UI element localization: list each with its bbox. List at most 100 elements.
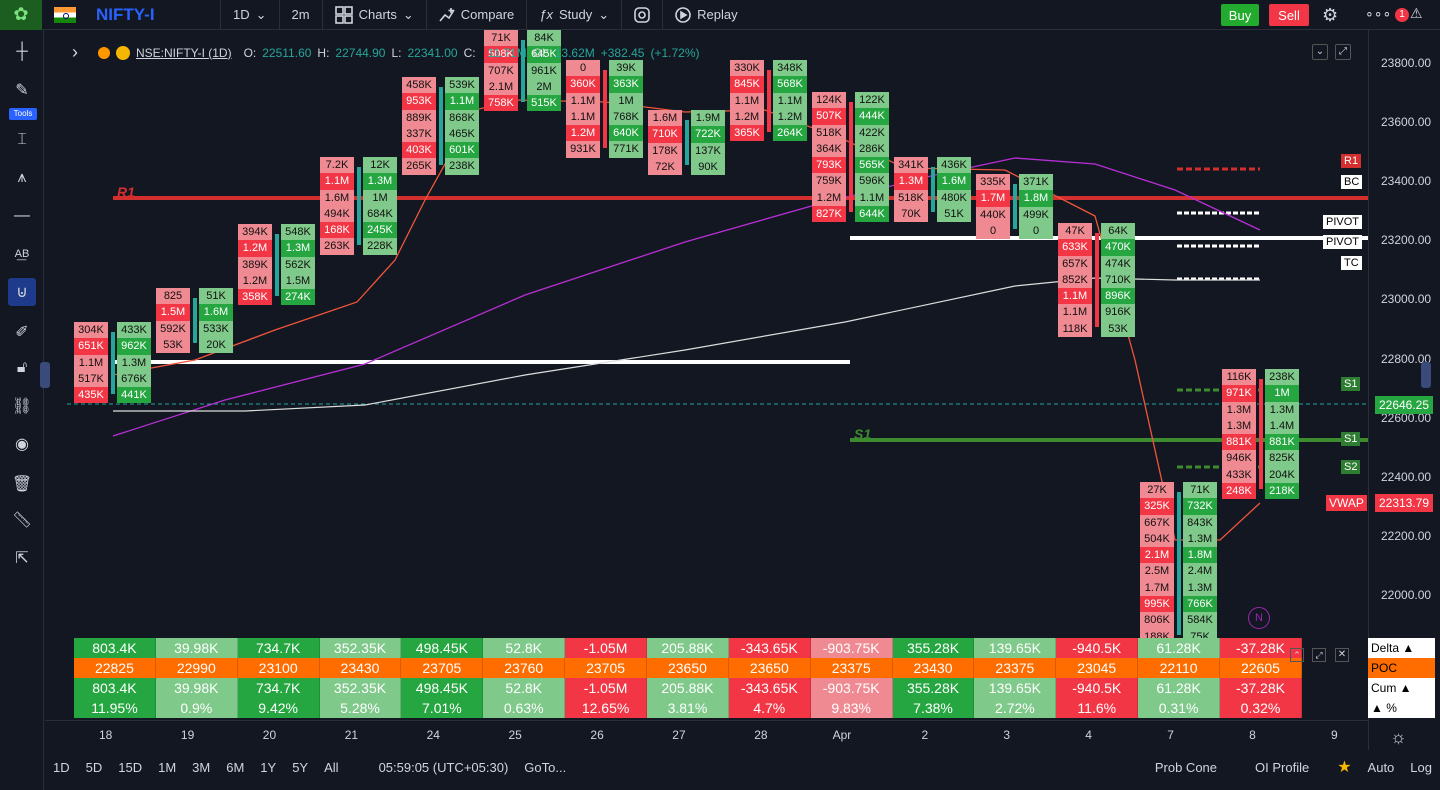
- summary-cell: -37.28K: [1220, 638, 1302, 658]
- footprint-cell: 265K: [402, 158, 436, 175]
- footprint-cell: 515K: [527, 95, 561, 112]
- footprint-cell: 793K: [812, 157, 846, 174]
- candle-body: [685, 120, 689, 166]
- time-tick-label: 8: [1249, 728, 1256, 742]
- summary-expand-icon[interactable]: ⤢: [1312, 648, 1326, 662]
- cursor-icon[interactable]: ⇱: [15, 550, 29, 567]
- summary-cell: 23650: [647, 658, 729, 678]
- ruler-icon[interactable]: 📏︎: [11, 512, 33, 529]
- auto-scale-button[interactable]: Auto: [1367, 759, 1395, 775]
- summary-cell: 23375: [974, 658, 1057, 678]
- footprint-cell: 825K: [1265, 450, 1299, 467]
- footprint-cell: 507K: [812, 108, 846, 125]
- range-button-1y[interactable]: 1Y: [260, 759, 277, 775]
- footprint-cell: 264K: [773, 125, 807, 142]
- poc-row: 22825 22990 23100 23430 23705 23760 23705 23650…: [74, 658, 1302, 678]
- price-axis[interactable]: 23800.00 23600.00 23400.00 23200.00 23000.00…: [1368, 30, 1440, 750]
- prob-cone-button[interactable]: Prob Cone: [1154, 759, 1218, 775]
- summary-cell: 23430: [892, 658, 975, 678]
- footprint-cell: 1.1M: [320, 173, 354, 190]
- range-button-1m[interactable]: 1M: [158, 759, 177, 775]
- summary-cell: -1.05M: [565, 678, 648, 698]
- eye-icon[interactable]: ◉: [15, 436, 29, 453]
- range-button-6m[interactable]: 6M: [226, 759, 245, 775]
- left-scroll-handle[interactable]: [40, 362, 50, 388]
- time-tick-label: 27: [672, 728, 686, 742]
- range-button-1d[interactable]: 1D: [53, 759, 70, 775]
- range-button-3m[interactable]: 3M: [192, 759, 211, 775]
- footprint-cell: 1.6M: [320, 189, 354, 206]
- range-button-all[interactable]: All: [324, 759, 339, 775]
- lock-icon[interactable]: 🔓︎: [16, 359, 28, 376]
- trash-icon[interactable]: 🗑︎: [11, 476, 33, 493]
- news-marker-icon[interactable]: N: [1248, 607, 1270, 629]
- replay-speed[interactable]: 2m: [278, 0, 322, 30]
- more-icon[interactable]: ∘∘∘: [1365, 5, 1392, 21]
- footprint-cell: 916K: [1101, 304, 1135, 321]
- footprint-cell: 1.3M: [894, 173, 928, 190]
- footprint-cell: 433K: [1222, 466, 1256, 484]
- summary-cell: 734.7K: [237, 638, 320, 658]
- footprint-cell: 394K: [238, 224, 272, 241]
- compare-button[interactable]: Compare: [425, 0, 526, 30]
- candle-body: [111, 332, 115, 394]
- magnet-icon[interactable]: ⊍: [8, 278, 36, 306]
- star-icon[interactable]: ★: [1337, 759, 1352, 776]
- symbol-line[interactable]: NSE:NIFTY-I (1D): [136, 45, 232, 60]
- footprint-cell: 2.1M: [1140, 547, 1174, 564]
- vwap-tag: VWAP: [1326, 495, 1367, 511]
- range-button-5d[interactable]: 5D: [85, 759, 103, 775]
- summary-cell: 498.45K: [401, 638, 484, 658]
- pencil-icon[interactable]: ✎: [15, 82, 29, 99]
- legend-cum: Cum ▲: [1368, 678, 1435, 698]
- summary-close-icon[interactable]: ✕: [1335, 648, 1349, 662]
- time-tick-label: 7: [1167, 728, 1174, 742]
- footprint-cell: 1.1M: [1058, 288, 1092, 305]
- log-scale-button[interactable]: Log: [1410, 759, 1432, 775]
- range-button-15d[interactable]: 15D: [118, 759, 143, 775]
- footprint-cell: 47K: [1058, 223, 1092, 240]
- time-axis[interactable]: 18 19 20 21 24 25 26 27 28 Apr 2 3 4 7 8 9: [45, 720, 1368, 750]
- footprint-cell: 494K: [320, 205, 354, 223]
- gear-icon[interactable]: ⚙: [1322, 5, 1339, 25]
- sell-button[interactable]: Sell: [1269, 4, 1309, 26]
- footprint-cell: 584K: [1183, 612, 1217, 629]
- goto-button[interactable]: GoTo...: [524, 759, 567, 775]
- oi-profile-button[interactable]: OI Profile: [1255, 759, 1310, 775]
- footprint-cell: 286K: [855, 140, 889, 158]
- chart-area[interactable]: 304K 651K 1.1M 517K 435K 433K 962K 1.3M 676K 441K…: [45, 30, 1368, 750]
- trend-line-icon[interactable]: ⌶: [17, 131, 27, 148]
- horizontal-line-icon[interactable]: —: [14, 207, 30, 224]
- footprint-cell: 0: [976, 222, 1010, 240]
- buy-button[interactable]: Buy: [1221, 4, 1259, 26]
- alert-badge[interactable]: 1: [1395, 8, 1409, 22]
- symbol-name[interactable]: NIFTY-I: [96, 4, 155, 24]
- warning-icon[interactable]: ⚠: [1410, 5, 1423, 21]
- summary-cell: 61.28K: [1138, 678, 1221, 698]
- link-icon[interactable]: ⛓︎: [11, 398, 33, 415]
- collapse-chevron-icon[interactable]: ›: [72, 42, 78, 62]
- footprint-cell: 1.2M: [812, 189, 846, 207]
- collapse-pane-icon[interactable]: ⌄: [1312, 44, 1328, 60]
- price-tick-label: 23000.00: [1381, 292, 1432, 307]
- summary-collapse-icon[interactable]: ⌃: [1290, 648, 1304, 662]
- footprint-cell: 1.3M: [1183, 530, 1217, 548]
- settings-gear-icon[interactable]: ☼: [1390, 727, 1407, 747]
- snapshot-button[interactable]: [621, 0, 662, 30]
- maximize-pane-icon[interactable]: ⤢: [1335, 44, 1351, 60]
- pattern-icon[interactable]: ⩚: [17, 169, 27, 186]
- right-scroll-handle[interactable]: [1421, 362, 1431, 388]
- app-logo[interactable]: ✿: [0, 0, 42, 30]
- brush-icon[interactable]: ✐: [15, 324, 29, 341]
- replay-button[interactable]: Replay: [662, 0, 749, 30]
- charts-menu-button[interactable]: Charts ⌄: [321, 0, 426, 30]
- legend-poc: POC: [1368, 658, 1435, 678]
- text-tool-icon[interactable]: A͟B: [14, 248, 30, 260]
- crosshair-icon[interactable]: ┼: [16, 43, 28, 60]
- study-button[interactable]: ƒx Study ⌄: [526, 0, 621, 30]
- price-tick-label: 23200.00: [1381, 233, 1432, 248]
- range-button-5y[interactable]: 5Y: [292, 759, 309, 775]
- footprint-cell: 1.3M: [1222, 417, 1256, 435]
- summary-cell: -37.28K: [1220, 678, 1302, 698]
- interval-select[interactable]: 1D ⌄: [220, 0, 279, 30]
